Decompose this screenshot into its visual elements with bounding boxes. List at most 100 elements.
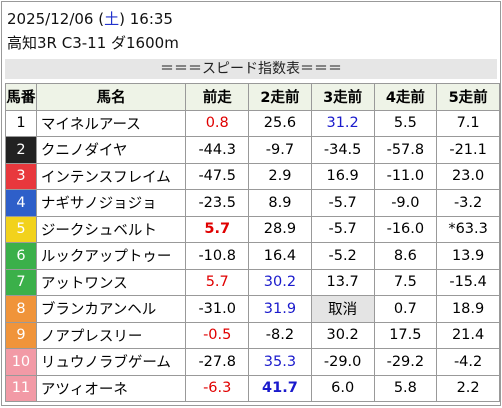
row: 11 アツィオーネ -6.3 41.7 6.0 5.8 2.2 xyxy=(5,374,500,402)
horse-name: ナギサノジョジョ xyxy=(35,189,187,217)
row: 3 インテンスフレイム -47.5 2.9 16.9 -11.0 23.0 xyxy=(5,162,500,190)
speed-index: -34.5 xyxy=(310,136,375,164)
row: 7 アットワンス 5.7 30.2 13.7 7.5 -15.4 xyxy=(5,268,500,296)
horse-name: アットワンス xyxy=(35,268,187,296)
column-header: 4走前 xyxy=(373,83,438,111)
speed-index: 6.0 xyxy=(310,374,375,402)
row: 9 ノアプレスリー -0.5 -8.2 30.2 17.5 21.4 xyxy=(5,321,500,349)
speed-index: -29.0 xyxy=(310,348,375,376)
speed-index: 5.5 xyxy=(373,109,438,137)
speed-index: -8.2 xyxy=(248,321,312,349)
speed-index: -57.8 xyxy=(373,136,438,164)
horse-number: 8 xyxy=(5,295,37,323)
horse-number: 6 xyxy=(5,242,37,270)
speed-index: -9.0 xyxy=(373,189,438,217)
speed-index: -5.7 xyxy=(310,189,375,217)
speed-index: 取消 xyxy=(310,295,375,323)
speed-index: 2.2 xyxy=(436,374,500,402)
speed-index: 13.9 xyxy=(436,242,500,270)
speed-index: 16.4 xyxy=(248,242,312,270)
speed-index: 13.7 xyxy=(310,268,375,296)
speed-index: 0.8 xyxy=(185,109,250,137)
time: 16:35 xyxy=(129,10,173,28)
speed-index: -44.3 xyxy=(185,136,250,164)
row: 2 クニノダイヤ -44.3 -9.7 -34.5 -57.8 -21.1 xyxy=(5,136,500,164)
speed-index: 35.3 xyxy=(248,348,312,376)
speed-index: -29.2 xyxy=(373,348,438,376)
horse-name: ブランカアンヘル xyxy=(35,295,187,323)
speed-index: 30.2 xyxy=(310,321,375,349)
speed-index: -4.2 xyxy=(436,348,500,376)
horse-number: 11 xyxy=(5,374,37,402)
speed-index: 28.9 xyxy=(248,215,312,243)
speed-index: 31.2 xyxy=(310,109,375,137)
horse-name: マイネルアース xyxy=(35,109,187,137)
speed-index: -6.3 xyxy=(185,374,250,402)
speed-index: 18.9 xyxy=(436,295,500,323)
speed-index: 2.9 xyxy=(248,162,312,190)
horse-name: ノアプレスリー xyxy=(35,321,187,349)
row: 1 マイネルアース 0.8 25.6 31.2 5.5 7.1 xyxy=(5,109,500,137)
column-header: 2走前 xyxy=(248,83,312,111)
horse-name: リュウノラブゲーム xyxy=(35,348,187,376)
date: 2025/12/06 xyxy=(7,10,94,28)
speed-index: 8.9 xyxy=(248,189,312,217)
speed-index: 30.2 xyxy=(248,268,312,296)
speed-index: -27.8 xyxy=(185,348,250,376)
row: 10 リュウノラブゲーム -27.8 35.3 -29.0 -29.2 -4.2 xyxy=(5,348,500,376)
horse-number: 5 xyxy=(5,215,37,243)
row: 6 ルックアップトゥー -10.8 16.4 -5.2 8.6 13.9 xyxy=(5,242,500,270)
speed-index: -47.5 xyxy=(185,162,250,190)
column-header: 5走前 xyxy=(436,83,500,111)
horse-number: 3 xyxy=(5,162,37,190)
weekday: 土 xyxy=(104,10,120,28)
header-row: 馬番 馬名 前走 2走前 3走前 4走前 5走前 xyxy=(5,83,500,111)
speed-index: -5.7 xyxy=(310,215,375,243)
date-line: 2025/12/06 (土) 16:35 xyxy=(7,10,173,28)
column-header: 3走前 xyxy=(310,83,375,111)
speed-index: 41.7 xyxy=(248,374,312,402)
horse-name: ジークシュベルト xyxy=(35,215,187,243)
race: 高知3R C3-11 ダ1600m xyxy=(7,34,179,52)
speed-index: -5.2 xyxy=(310,242,375,270)
speed-index: *63.3 xyxy=(436,215,500,243)
horse-name: インテンスフレイム xyxy=(35,162,187,190)
horse-name: ルックアップトゥー xyxy=(35,242,187,270)
row: 4 ナギサノジョジョ -23.5 8.9 -5.7 -9.0 -3.2 xyxy=(5,189,500,217)
speed-index: 0.7 xyxy=(373,295,438,323)
speed-index: -16.0 xyxy=(373,215,438,243)
table: 馬番 馬名 前走 2走前 3走前 4走前 5走前 1 マイネルアース 0.8 25.6 31.2 5.5… xyxy=(5,83,500,402)
table-body: 1 マイネルアース 0.8 25.6 31.2 5.5 7.1 2 クニノダイヤ -44.3 -9.… xyxy=(5,109,500,402)
speed-index: 25.6 xyxy=(248,109,312,137)
speed-index: 31.9 xyxy=(248,295,312,323)
speed-index: -21.1 xyxy=(436,136,500,164)
speed-index: 8.6 xyxy=(373,242,438,270)
speed-index: -9.7 xyxy=(248,136,312,164)
row: 5 ジークシュベルト 5.7 28.9 -5.7 -16.0 *63.3 xyxy=(5,215,500,243)
speed-index: -23.5 xyxy=(185,189,250,217)
speed-index: -11.0 xyxy=(373,162,438,190)
speed-index: 5.7 xyxy=(185,268,250,296)
speed-index: 16.9 xyxy=(310,162,375,190)
speed-index: -0.5 xyxy=(185,321,250,349)
horse-name: クニノダイヤ xyxy=(35,136,187,164)
horse-name: アツィオーネ xyxy=(35,374,187,402)
table-title: ＝＝＝スピード指数表＝＝＝ xyxy=(5,59,497,79)
horse-number: 4 xyxy=(5,189,37,217)
speed-index: 21.4 xyxy=(436,321,500,349)
horse-number: 7 xyxy=(5,268,37,296)
speed-index: -3.2 xyxy=(436,189,500,217)
horse-number: 9 xyxy=(5,321,37,349)
speed-index: 7.1 xyxy=(436,109,500,137)
column-header: 前走 xyxy=(185,83,250,111)
speed-index: -10.8 xyxy=(185,242,250,270)
column-header: 馬名 xyxy=(35,83,187,111)
horse-number: 10 xyxy=(5,348,37,376)
speed-index: 5.7 xyxy=(185,215,250,243)
speed-index: -15.4 xyxy=(436,268,500,296)
speed-index: 7.5 xyxy=(373,268,438,296)
column-header: 馬番 xyxy=(5,83,37,111)
horse-number: 1 xyxy=(5,109,37,137)
horse-number: 2 xyxy=(5,136,37,164)
